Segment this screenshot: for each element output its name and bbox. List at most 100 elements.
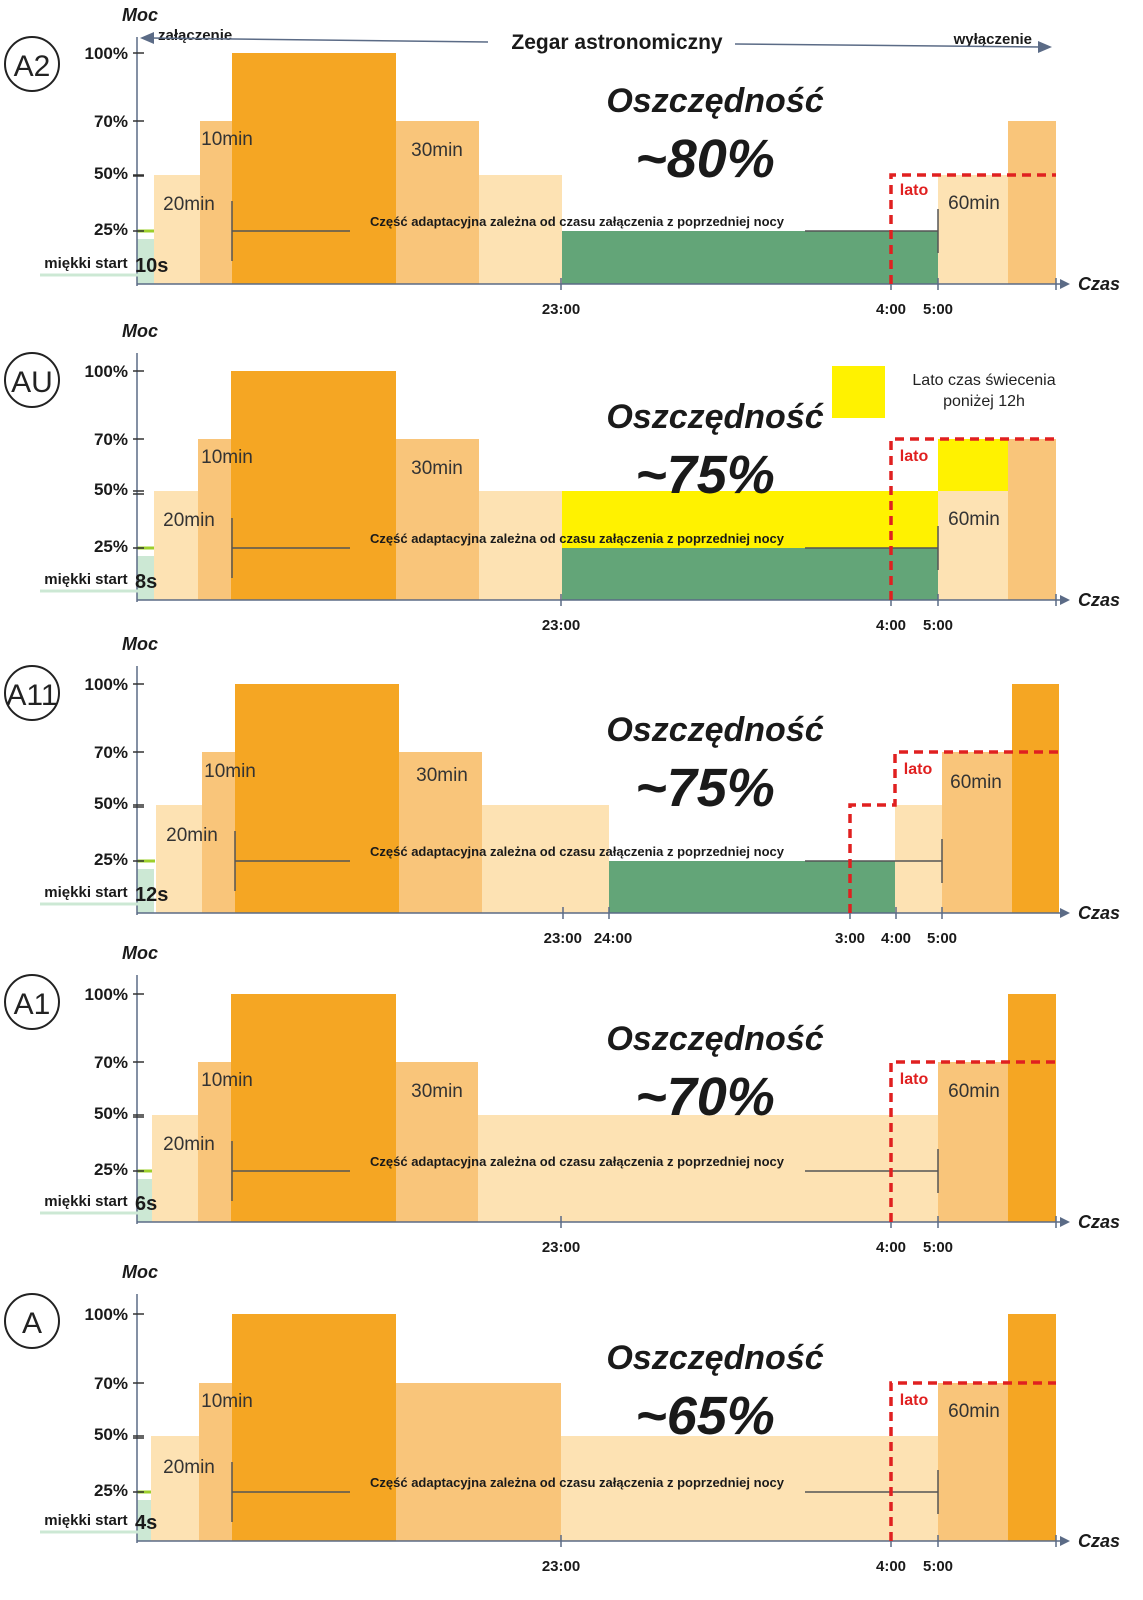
power-block xyxy=(938,1062,1008,1222)
power-block xyxy=(154,175,200,284)
power-block xyxy=(198,439,231,600)
soft-start-label: miękki start xyxy=(44,884,127,901)
x-axis-arrow-icon xyxy=(1060,279,1070,289)
y-tick-label: 70% xyxy=(94,1374,128,1393)
duration-label: 30min xyxy=(411,140,463,161)
header-right-label: wyłączenie xyxy=(953,31,1032,48)
x-tick-label: 4:00 xyxy=(876,1558,906,1575)
duration-label: 60min xyxy=(948,1081,1000,1102)
y-tick-label: 100% xyxy=(85,44,128,63)
duration-label: 20min xyxy=(163,194,215,215)
adaptive-text: Część adaptacyjna zależna od czasu załąc… xyxy=(370,1154,785,1169)
power-block xyxy=(562,548,938,600)
x-tick-label: 4:00 xyxy=(876,1239,906,1256)
duration-label: 10min xyxy=(201,447,253,468)
x-axis-arrow-icon xyxy=(1060,1536,1070,1546)
adaptive-text: Część adaptacyjna zależna od czasu załąc… xyxy=(370,844,785,859)
chart-A: 100% 70% 50% 25% Moc Czas 23:00 4:00 5:00 A Oszczę… xyxy=(4,1262,1120,1575)
summer-line xyxy=(889,1060,1056,1222)
header-left-arrow-line xyxy=(149,37,489,43)
soft-start-label: miękki start xyxy=(44,255,127,272)
power-block xyxy=(1008,121,1056,284)
soft-start-value: 4s xyxy=(135,1512,157,1534)
x-tick-label: 24:00 xyxy=(594,930,632,947)
soft-start-area xyxy=(137,239,154,284)
soft-start-area xyxy=(137,869,154,913)
legend-text: Lato czas świecenia poniżej 12h xyxy=(912,372,1055,410)
x-axis-title: Czas xyxy=(1078,1531,1120,1551)
y-tick-label: 25% xyxy=(94,220,128,239)
x-tick-label: 5:00 xyxy=(923,1239,953,1256)
y-tick-label: 100% xyxy=(85,985,128,1004)
power-block xyxy=(232,53,396,284)
profile-badge xyxy=(4,36,60,92)
duration-label: 60min xyxy=(948,1401,1000,1422)
duration-label: 20min xyxy=(163,510,215,531)
power-block xyxy=(1008,994,1056,1222)
y-tick-label: 70% xyxy=(94,743,128,762)
power-block xyxy=(396,439,479,600)
duration-label: 30min xyxy=(411,1081,463,1102)
x-tick-label: 5:00 xyxy=(923,301,953,318)
x-tick-label: 23:00 xyxy=(542,1558,580,1575)
chart-A2: 100% 70% 50% 25% Moc Czas 23:00 4:00 5:00 A2 Oszcz… xyxy=(4,5,1120,318)
summer-line xyxy=(889,437,1056,600)
power-block xyxy=(609,861,895,913)
x-tick-label: 4:00 xyxy=(876,617,906,634)
power-block xyxy=(396,121,479,284)
power-block xyxy=(1008,1314,1056,1541)
power-block xyxy=(482,805,609,913)
header: Zegar astronomiczny załączenie wyłączenie xyxy=(140,27,1052,54)
duration-label: 20min xyxy=(163,1457,215,1478)
duration-label: 10min xyxy=(201,1391,253,1412)
duration-label: 10min xyxy=(201,1070,253,1091)
duration-label: 30min xyxy=(416,765,468,786)
savings-title: Oszczędność xyxy=(606,398,823,436)
x-axis-arrow-icon xyxy=(1060,908,1070,918)
summer-label: lato xyxy=(904,761,933,778)
power-block xyxy=(561,1436,938,1541)
soft-start-area xyxy=(137,1179,154,1222)
savings-value: ~80% xyxy=(635,129,775,189)
chart-A11: 100% 70% 50% 25% Moc Czas 23:00 24:00 3:00 4:00 5:… xyxy=(4,634,1120,947)
x-axis-title: Czas xyxy=(1078,590,1120,610)
savings-title: Oszczędność xyxy=(606,711,823,749)
x-tick-label: 23:00 xyxy=(542,301,580,318)
y-axis-title: Moc xyxy=(122,1262,158,1282)
power-block xyxy=(938,1383,1008,1541)
power-block xyxy=(202,752,235,913)
adaptive-text: Część adaptacyjna zależna od czasu załąc… xyxy=(370,531,785,546)
power-block xyxy=(399,752,482,913)
profile-badge xyxy=(4,352,60,408)
duration-label: 60min xyxy=(950,772,1002,793)
soft-start-label: miękki start xyxy=(44,1193,127,1210)
x-tick-label: 5:00 xyxy=(923,617,953,634)
profile-badge-label: A11 xyxy=(6,679,57,712)
y-tick-label: 100% xyxy=(85,675,128,694)
y-tick-label: 50% xyxy=(94,1104,128,1123)
header-left-label: załączenie xyxy=(158,27,232,44)
power-block xyxy=(156,805,202,913)
x-axis-title: Czas xyxy=(1078,1212,1120,1232)
power-block xyxy=(154,491,198,600)
x-tick-label: 4:00 xyxy=(881,930,911,947)
summer-label: lato xyxy=(900,448,929,465)
soft-start-area xyxy=(137,556,154,600)
adaptive-text: Część adaptacyjna zależna od czasu załąc… xyxy=(370,214,785,229)
soft-start-value: 10s xyxy=(135,255,168,277)
summer-label: lato xyxy=(900,1071,929,1088)
savings-value: ~75% xyxy=(635,758,775,818)
summer-label: lato xyxy=(900,1392,929,1409)
x-tick-label: 4:00 xyxy=(876,301,906,318)
power-block xyxy=(198,1062,231,1222)
adaptive-text: Część adaptacyjna zależna od czasu załąc… xyxy=(370,1475,785,1490)
y-tick-label: 70% xyxy=(94,430,128,449)
y-tick-label: 50% xyxy=(94,794,128,813)
x-axis-title: Czas xyxy=(1078,903,1120,923)
profile-badge xyxy=(4,665,60,721)
power-block xyxy=(231,371,396,600)
summer-label: lato xyxy=(900,182,929,199)
header-right-arrow-icon xyxy=(1038,41,1052,53)
y-tick-label: 50% xyxy=(94,480,128,499)
power-block xyxy=(938,175,1008,284)
